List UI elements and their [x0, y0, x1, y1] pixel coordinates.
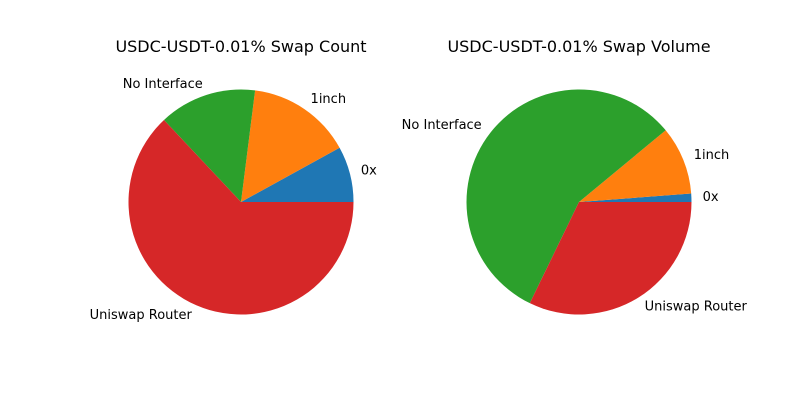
chart-title-swap-volume: USDC-USDT-0.01% Swap Volume — [447, 37, 710, 56]
slice-label-1inch: 1inch — [311, 92, 347, 107]
pie-swap-count: USDC-USDT-0.01% Swap Count 0x 1inch No Int… — [90, 37, 377, 323]
slice-label-0x: 0x — [703, 190, 719, 205]
slice-label-0x: 0x — [361, 164, 377, 179]
slice-label-no-interface: No Interface — [123, 77, 203, 92]
slice-label-uniswap-router: Uniswap Router — [90, 308, 193, 323]
pie-slice-1inch — [579, 130, 692, 202]
chart-title-swap-count: USDC-USDT-0.01% Swap Count — [115, 37, 366, 56]
slice-label-uniswap-router: Uniswap Router — [645, 299, 748, 314]
pie-slice-uniswap-router — [128, 119, 354, 315]
pie-slice-1inch — [241, 90, 340, 202]
pie-swap-volume: USDC-USDT-0.01% Swap Volume 0x 1inch No In… — [402, 37, 748, 315]
slice-label-1inch: 1inch — [694, 148, 730, 163]
slice-label-no-interface: No Interface — [402, 118, 482, 133]
pie-slice-uniswap-router — [529, 202, 692, 315]
pie-slice-no-interface — [163, 89, 256, 202]
pie-slice-0x — [241, 147, 354, 202]
pie-slice-0x — [579, 193, 692, 202]
pie-slice-no-interface — [466, 89, 666, 304]
